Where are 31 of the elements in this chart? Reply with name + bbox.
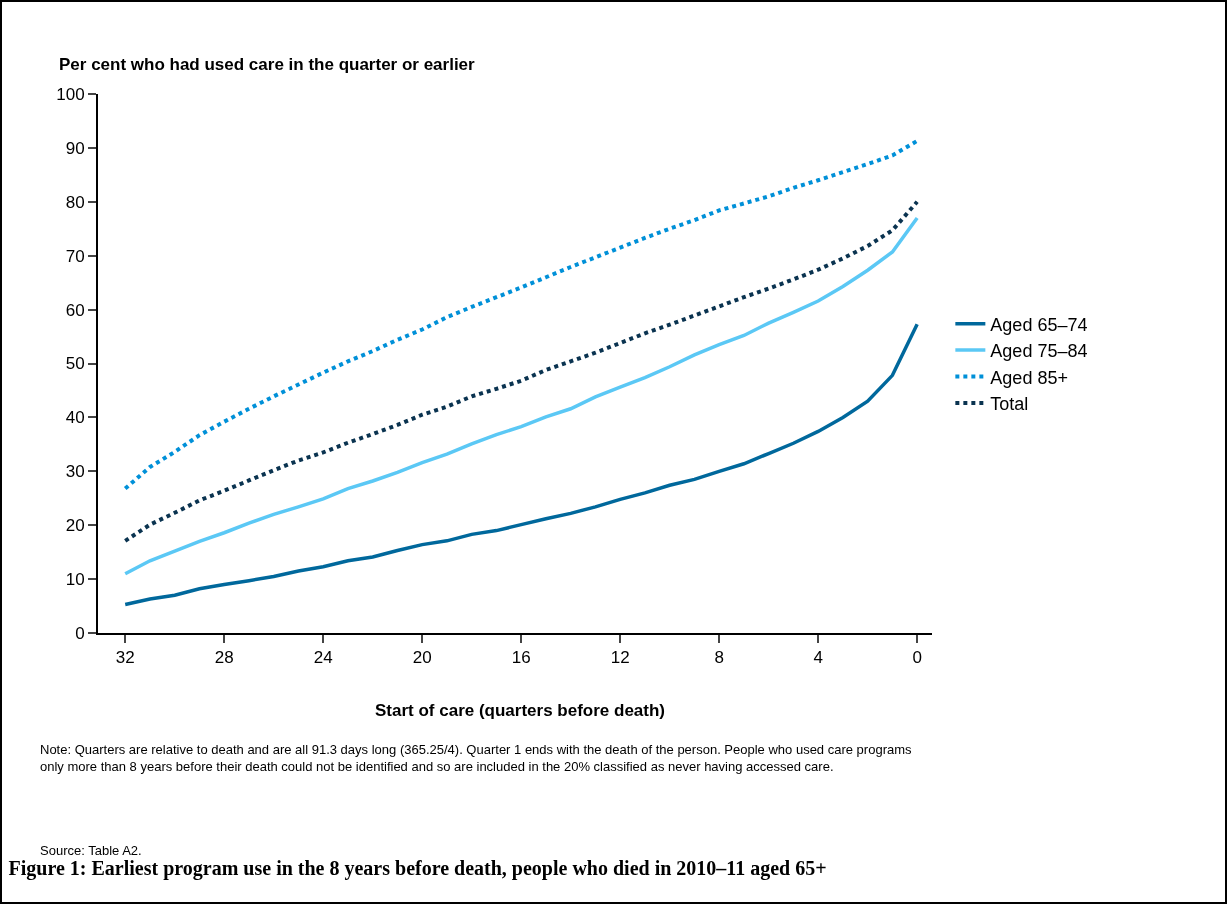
y-tick-label: 80 bbox=[65, 192, 85, 212]
y-axis-title: Per cent who had used care in the quarter or earlier bbox=[59, 55, 476, 74]
y-tick-label: 60 bbox=[65, 300, 85, 320]
x-tick-label: 24 bbox=[313, 648, 333, 668]
legend-label: Aged 65–74 bbox=[990, 314, 1088, 335]
text: Note: Quarters are relative to death and are all 91.3 days long (365.25/4). Quarter 1 ends with the death of the person. People who used care programs only more than 8 years before their death could not be identified and so are included in the 20% classified as never having accessed care. bbox=[40, 742, 913, 774]
x-tick-label: 28 bbox=[214, 648, 234, 668]
y-tick-label: 0 bbox=[75, 623, 85, 643]
y-tick-label: 50 bbox=[65, 354, 85, 374]
x-tick-label: 32 bbox=[115, 648, 135, 668]
x-tick-label: 20 bbox=[412, 648, 432, 668]
source-note: Source: Table A2. bbox=[40, 843, 142, 858]
x-tick-label: 16 bbox=[511, 648, 531, 668]
line-series bbox=[123, 322, 919, 607]
y-tick-label: 10 bbox=[65, 570, 85, 590]
line-series bbox=[123, 138, 920, 491]
y-tick-label: 100 bbox=[56, 84, 85, 104]
legend-label: Total bbox=[990, 393, 1029, 414]
x-tick-label: 12 bbox=[610, 648, 630, 668]
x-tick-label: 4 bbox=[813, 648, 823, 668]
x-axis-title: Start of care (quarters before death) bbox=[375, 701, 666, 720]
y-tick-label: 30 bbox=[65, 462, 85, 482]
legend-label: Aged 75–84 bbox=[990, 341, 1088, 362]
y-tick-label: 40 bbox=[65, 408, 85, 428]
x-tick-label: 8 bbox=[714, 648, 724, 668]
y-tick-label: 90 bbox=[65, 138, 85, 158]
x-tick-label: 0 bbox=[912, 648, 922, 668]
y-tick-label: 20 bbox=[65, 516, 85, 536]
y-tick-label: 70 bbox=[65, 246, 85, 266]
legend-label: Aged 85+ bbox=[990, 367, 1068, 388]
text: Figure 1: Earliest program use in the 8 years before death, people who died in 2010–11 aged 65+ bbox=[8, 856, 827, 880]
